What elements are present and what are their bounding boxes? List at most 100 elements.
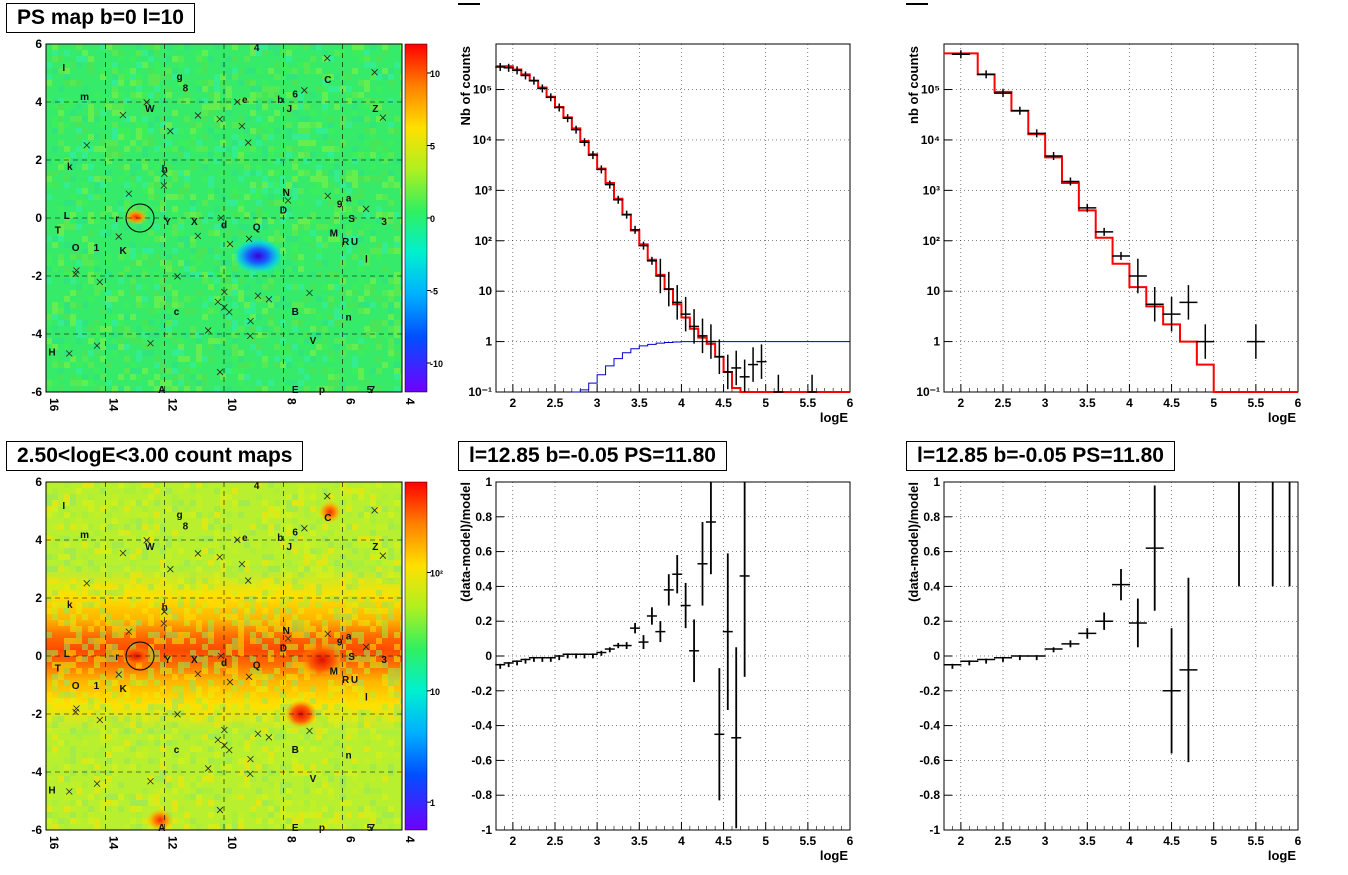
- map-pixel: [394, 668, 400, 674]
- map-pixel: [256, 674, 262, 680]
- map-pixel: [220, 560, 226, 566]
- map-pixel: [172, 632, 178, 638]
- source-label: D: [280, 205, 287, 216]
- map-pixel: [382, 542, 388, 548]
- map-pixel: [340, 320, 346, 326]
- map-pixel: [232, 728, 238, 734]
- map-pixel: [250, 812, 256, 818]
- map-pixel: [106, 260, 112, 266]
- y-tick-label: 10²: [475, 234, 492, 248]
- map-pixel: [184, 368, 190, 374]
- map-pixel: [304, 512, 310, 518]
- map-pixel: [184, 512, 190, 518]
- map-pixel: [268, 800, 274, 806]
- map-pixel: [352, 368, 358, 374]
- map-pixel: [52, 362, 58, 368]
- map-pixel: [358, 338, 364, 344]
- map-pixel: [184, 614, 190, 620]
- map-pixel: [88, 698, 94, 704]
- map-pixel: [154, 254, 160, 260]
- map-pixel: [124, 584, 130, 590]
- map-pixel: [394, 242, 400, 248]
- map-pixel: [394, 818, 400, 824]
- map-pixel: [274, 236, 280, 242]
- map-pixel: [382, 248, 388, 254]
- map-pixel: [112, 764, 118, 770]
- map-pixel: [328, 152, 334, 158]
- map-pixel: [148, 308, 154, 314]
- source-marker: [362, 643, 370, 651]
- map-pixel: [94, 752, 100, 758]
- map-pixel: [184, 386, 190, 392]
- map-pixel: [280, 704, 286, 710]
- map-pixel: [196, 482, 202, 488]
- map-pixel: [70, 290, 76, 296]
- map-pixel: [328, 794, 334, 800]
- map-pixel: [370, 800, 376, 806]
- map-pixel: [202, 668, 208, 674]
- map-pixel: [346, 296, 352, 302]
- map-pixel: [256, 188, 262, 194]
- map-pixel: [82, 644, 88, 650]
- map-pixel: [220, 500, 226, 506]
- map-pixel: [352, 290, 358, 296]
- map-pixel: [58, 620, 64, 626]
- map-pixel: [130, 260, 136, 266]
- map-pixel: [244, 776, 250, 782]
- map-pixel: [364, 608, 370, 614]
- map-pixel: [64, 500, 70, 506]
- map-pixel: [232, 68, 238, 74]
- map-pixel: [130, 242, 136, 248]
- source-label: 8: [183, 522, 189, 533]
- map-pixel: [256, 128, 262, 134]
- map-pixel: [202, 116, 208, 122]
- map-pixel: [148, 230, 154, 236]
- source-marker: [204, 327, 212, 334]
- map-pixel: [376, 68, 382, 74]
- source-label: d: [221, 658, 227, 669]
- map-pixel: [208, 182, 214, 188]
- map-pixel: [172, 698, 178, 704]
- map-pixel: [106, 686, 112, 692]
- map-pixel: [94, 530, 100, 536]
- map-pixel: [124, 332, 130, 338]
- map-pixel: [292, 698, 298, 704]
- map-pixel: [322, 128, 328, 134]
- map-pixel: [214, 824, 220, 830]
- map-pixel: [304, 692, 310, 698]
- map-pixel: [220, 602, 226, 608]
- map-pixel: [370, 554, 376, 560]
- map-pixel: [274, 500, 280, 506]
- map-pixel: [106, 62, 112, 68]
- map-pixel: [274, 512, 280, 518]
- map-pixel: [202, 164, 208, 170]
- map-pixel: [322, 824, 328, 830]
- map-pixel: [124, 614, 130, 620]
- map-pixel: [82, 254, 88, 260]
- map-pixel: [76, 800, 82, 806]
- map-pixel: [148, 74, 154, 80]
- map-pixel: [166, 44, 172, 50]
- map-pixel: [94, 566, 100, 572]
- map-pixel: [358, 680, 364, 686]
- map-pixel: [322, 812, 328, 818]
- map-pixel: [136, 710, 142, 716]
- map-pixel: [310, 332, 316, 338]
- map-pixel: [268, 44, 274, 50]
- map-pixel: [172, 368, 178, 374]
- map-pixel: [262, 572, 268, 578]
- map-pixel: [244, 284, 250, 290]
- map-pixel: [70, 224, 76, 230]
- map-pixel: [364, 104, 370, 110]
- map-pixel: [64, 620, 70, 626]
- map-pixel: [52, 242, 58, 248]
- map-pixel: [394, 674, 400, 680]
- map-pixel: [196, 50, 202, 56]
- map-pixel: [130, 68, 136, 74]
- map-pixel: [172, 290, 178, 296]
- map-pixel: [232, 530, 238, 536]
- map-pixel: [352, 50, 358, 56]
- map-pixel: [100, 596, 106, 602]
